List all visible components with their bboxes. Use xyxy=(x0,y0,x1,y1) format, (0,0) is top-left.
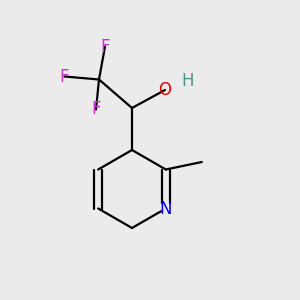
Text: F: F xyxy=(60,68,69,85)
Text: O: O xyxy=(158,81,172,99)
Text: F: F xyxy=(91,100,101,118)
Text: F: F xyxy=(100,38,110,56)
Text: H: H xyxy=(181,72,194,90)
Text: N: N xyxy=(160,200,172,217)
